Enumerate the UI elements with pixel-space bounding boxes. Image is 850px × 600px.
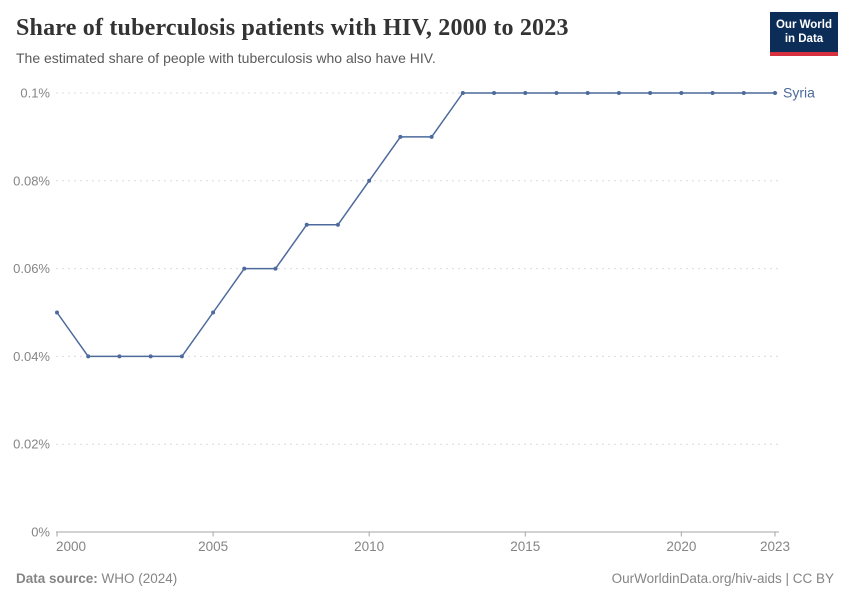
chart-title: Share of tuberculosis patients with HIV,… [16, 15, 569, 41]
y-tick-label-0%: 0% [31, 525, 50, 540]
owid-logo-line1: Our World [775, 19, 832, 31]
data-point-2022[interactable] [741, 91, 746, 95]
data-point-2015[interactable] [523, 91, 528, 95]
data-point-2000[interactable] [55, 310, 59, 315]
data-point-2021[interactable] [710, 91, 715, 95]
data-point-2020[interactable] [679, 91, 684, 95]
data-point-2017[interactable] [585, 91, 590, 95]
x-tick-label-2015: 2015 [510, 539, 540, 554]
x-tick-label-2000: 2000 [56, 539, 86, 554]
data-point-2001[interactable] [86, 354, 91, 359]
y-tick-label-0.04%: 0.04% [13, 349, 50, 364]
x-tick-label-2005: 2005 [198, 539, 228, 554]
data-source-value: WHO (2024) [97, 571, 178, 586]
x-tick-label-2023: 2023 [760, 539, 790, 554]
data-point-2011[interactable] [398, 134, 403, 139]
chart-subtitle: The estimated share of people with tuber… [16, 49, 436, 66]
x-tick-label-2010: 2010 [354, 539, 384, 554]
y-tick-label-0.02%: 0.02% [13, 437, 50, 452]
owid-logo[interactable]: Our World in Data [770, 12, 838, 56]
data-point-2007[interactable] [273, 266, 278, 271]
y-tick-label-0.06%: 0.06% [13, 261, 50, 276]
data-point-2008[interactable] [304, 222, 309, 227]
data-point-2016[interactable] [554, 91, 559, 95]
data-point-2006[interactable] [242, 266, 247, 271]
data-point-2004[interactable] [179, 354, 184, 359]
x-tick-label-2020: 2020 [666, 539, 696, 554]
data-point-2014[interactable] [492, 91, 497, 95]
data-point-2012[interactable] [429, 134, 434, 139]
data-point-2010[interactable] [367, 178, 372, 183]
data-point-2002[interactable] [117, 354, 122, 359]
entity-label-Syria[interactable]: Syria [783, 85, 815, 101]
data-point-2019[interactable] [648, 91, 653, 95]
owid-logo-line2: in Data [784, 33, 824, 46]
data-source-note: Data source: WHO (2024) [16, 571, 177, 586]
credit-link[interactable]: OurWorldinData.org/hiv-aids | CC BY [611, 571, 834, 586]
data-point-2009[interactable] [335, 222, 340, 227]
y-tick-label-0.1%: 0.1% [20, 86, 50, 101]
y-tick-label-0.08%: 0.08% [13, 173, 50, 188]
series-line-Syria[interactable] [56, 92, 775, 358]
chart-header: Share of tuberculosis patients with HIV,… [16, 14, 750, 67]
data-point-2023[interactable] [773, 91, 777, 95]
data-point-2005[interactable] [211, 310, 216, 315]
data-source-label: Data source: [16, 571, 98, 586]
data-point-2018[interactable] [616, 91, 621, 95]
data-point-2013[interactable] [460, 91, 465, 95]
data-point-2003[interactable] [148, 354, 153, 359]
chart-footer: Data source: WHO (2024) OurWorldinData.o… [16, 571, 834, 586]
